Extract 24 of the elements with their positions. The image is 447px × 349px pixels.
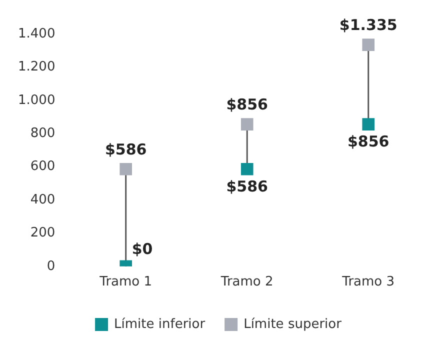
data-label: $586	[226, 178, 268, 196]
y-tick-label: 400	[30, 192, 56, 208]
data-label: $856	[226, 96, 268, 114]
y-tick-label: 0	[46, 258, 56, 274]
y-tick-label: 1.000	[18, 92, 56, 108]
point	[120, 162, 132, 176]
data-label: $0	[132, 240, 153, 258]
data-label: $586	[104, 140, 147, 159]
y-tick-label: 600	[30, 159, 56, 174]
x-tick-label: Tramo 2	[220, 274, 274, 290]
point	[362, 38, 375, 51]
data-label: $856	[347, 132, 390, 151]
data-label: $1.335	[339, 16, 398, 34]
x-tick-label: Tramo 3	[341, 274, 395, 290]
y-tick-label: 200	[30, 226, 56, 241]
legend-label: Límite superior	[244, 316, 342, 332]
legend-label: Límite inferior	[114, 316, 206, 332]
y-tick-label: 1.400	[18, 26, 56, 42]
point	[362, 118, 375, 130]
point	[240, 162, 254, 176]
x-tick-label: Tramo 1	[98, 274, 152, 290]
point	[240, 118, 254, 130]
y-tick-label: 1.200	[18, 60, 56, 75]
y-tick-label: 800	[30, 126, 56, 141]
